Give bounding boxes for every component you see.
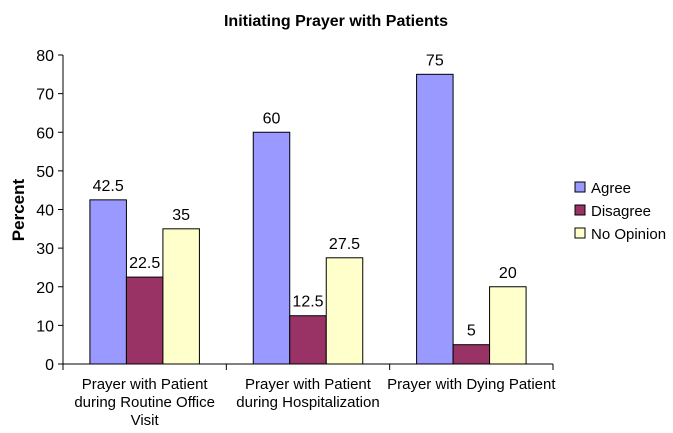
legend-swatch xyxy=(574,227,586,239)
y-tick-label: 60 xyxy=(36,125,54,142)
legend-swatch xyxy=(574,181,586,193)
x-tick-label: Prayer with Patient during Hospitalizati… xyxy=(236,376,380,411)
data-label: 75 xyxy=(426,52,444,69)
bar xyxy=(489,286,527,365)
bar xyxy=(325,257,364,365)
bar xyxy=(289,315,327,365)
bar xyxy=(416,73,454,365)
y-tick-label: 80 xyxy=(36,48,54,65)
bar xyxy=(125,276,164,365)
x-tick-label: Prayer with Patient during Routine Offic… xyxy=(74,376,215,429)
y-tick-label: 0 xyxy=(45,357,54,374)
y-tick-label: 70 xyxy=(36,87,54,104)
legend-label: No Opinion xyxy=(591,226,666,243)
data-label: 20 xyxy=(499,265,517,282)
legend-label: Disagree xyxy=(591,203,651,220)
y-tick-label: 20 xyxy=(36,280,54,297)
bar xyxy=(89,199,127,365)
y-axis-label: Percent xyxy=(9,178,28,241)
bar xyxy=(252,131,291,365)
y-tick-label: 40 xyxy=(36,203,54,220)
data-label: 60 xyxy=(263,110,281,127)
bar xyxy=(452,344,491,365)
legend-swatch xyxy=(574,204,586,216)
y-tick-label: 10 xyxy=(36,318,54,335)
data-label: 42.5 xyxy=(93,178,124,195)
chart-title: Initiating Prayer with Patients xyxy=(224,13,448,30)
bar xyxy=(162,228,200,365)
data-label: 35 xyxy=(172,207,190,224)
y-tick-label: 50 xyxy=(36,164,54,181)
legend-label: Agree xyxy=(591,180,631,197)
data-label: 27.5 xyxy=(329,236,360,253)
data-label: 12.5 xyxy=(292,294,323,311)
y-tick-label: 30 xyxy=(36,241,54,258)
data-label: 22.5 xyxy=(129,255,160,272)
data-label: 5 xyxy=(467,323,476,340)
x-tick-label: Prayer with Dying Patient xyxy=(387,376,556,393)
